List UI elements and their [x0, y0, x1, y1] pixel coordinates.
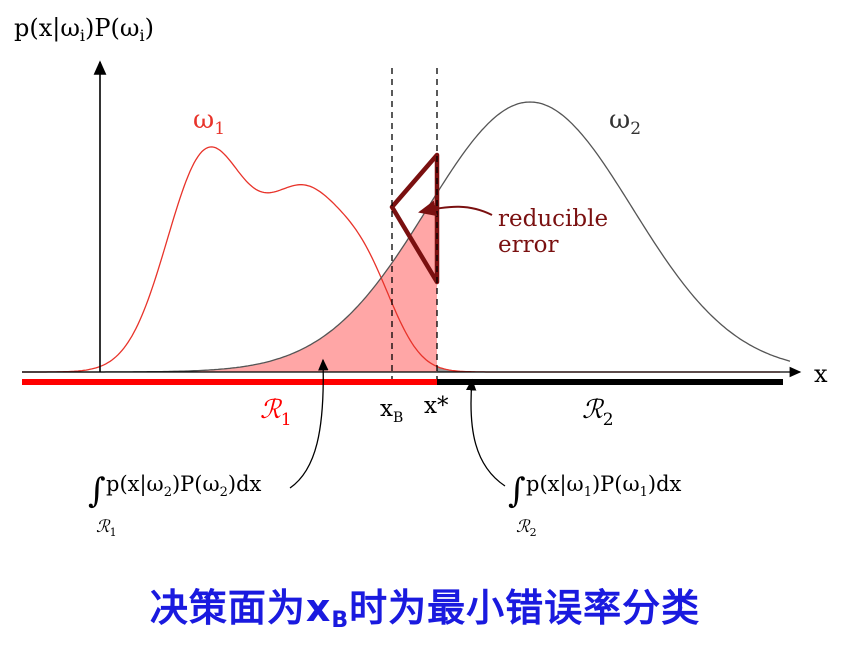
class1-label: ω1: [193, 105, 225, 139]
xB-label: xB: [380, 396, 403, 426]
region1-label: ℛ1: [260, 395, 292, 430]
error-area-region1: [60, 193, 437, 372]
caption: 决策面为xB时为最小错误率分类: [149, 586, 701, 633]
class2-label: ω2: [609, 105, 641, 139]
reducible-error-triangle: [389, 152, 440, 285]
y-axis-label: p(x|ωi)P(ωi): [14, 14, 154, 45]
integral-right-expression: p(x|ω1)P(ω1)dx: [526, 472, 682, 500]
integral-left-expression: p(x|ω2)P(ω2)dx: [106, 472, 262, 500]
reducible-error-arrow: [418, 200, 493, 217]
integral-right-symbol: ∫: [508, 471, 526, 511]
integral-left-arrow: [289, 358, 329, 489]
integral-left-region: ℛ1: [96, 517, 117, 539]
x-axis-label: x: [814, 360, 828, 388]
integral-left-symbol: ∫: [88, 471, 106, 511]
bayes-decision-diagram: p(x|ωi)P(ωi) x ω1 ω2 ℛ1 ℛ2 xB x* reducib…: [14, 14, 828, 539]
integral-right-arrow: [465, 378, 506, 487]
integral-right-region: ℛ2: [516, 517, 537, 539]
xstar-label: x*: [424, 393, 449, 419]
region2-label: ℛ2: [582, 395, 614, 430]
reducible-error-label: reducible error: [498, 206, 615, 258]
